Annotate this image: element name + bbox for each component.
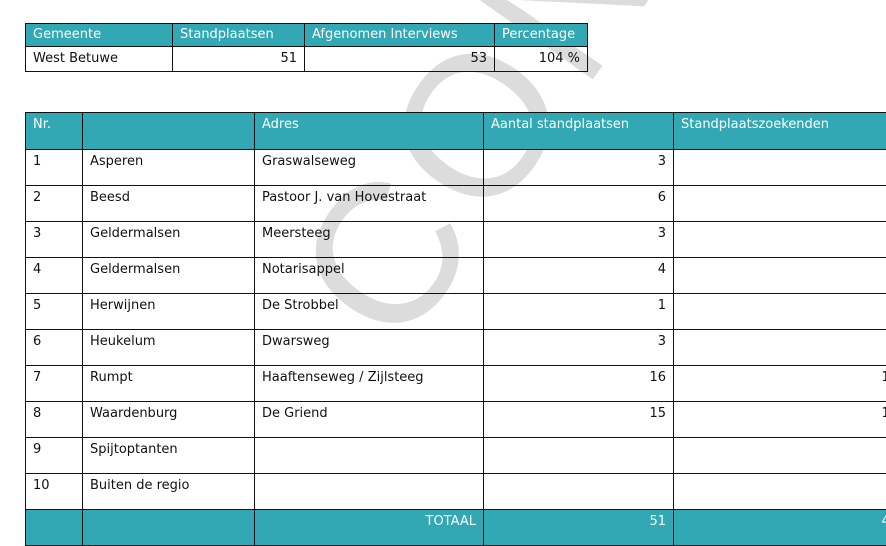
cell-aantal: 15 xyxy=(484,402,674,438)
cell-nr: 6 xyxy=(26,330,83,366)
cell-nr: 8 xyxy=(26,402,83,438)
cell-nr: 5 xyxy=(26,294,83,330)
cell-plaats: Buiten de regio xyxy=(83,474,255,510)
total-empty-2 xyxy=(83,510,255,546)
cell-nr: 1 xyxy=(26,150,83,186)
cell-adres: De Griend xyxy=(255,402,484,438)
cell-zoekenden: 2 xyxy=(674,186,886,222)
cell-zoekenden: 0 xyxy=(674,330,886,366)
cell-aantal: 1 xyxy=(484,294,674,330)
cell-plaats: Herwijnen xyxy=(83,294,255,330)
header-interviews: Afgenomen Interviews xyxy=(305,24,495,47)
header-aantal: Aantal standplaatsen xyxy=(484,113,674,150)
cell-standplaatsen: 51 xyxy=(173,47,305,72)
cell-aantal xyxy=(484,474,674,510)
cell-plaats: Spijtoptanten xyxy=(83,438,255,474)
header-zoekenden: Standplaatszoekenden xyxy=(674,113,886,150)
cell-gemeente: West Betuwe xyxy=(26,47,173,72)
cell-aantal: 6 xyxy=(484,186,674,222)
cell-zoekenden: 6 xyxy=(674,438,886,474)
cell-adres: Notarisappel xyxy=(255,258,484,294)
cell-plaats: Waardenburg xyxy=(83,402,255,438)
cell-plaats: Geldermalsen xyxy=(83,258,255,294)
cell-aantal xyxy=(484,438,674,474)
table-row: 4GeldermalsenNotarisappel40 xyxy=(26,258,886,294)
cell-interviews: 53 xyxy=(305,47,495,72)
locations-table: Nr. Adres Aantal standplaatsen Standplaa… xyxy=(25,112,886,546)
summary-header-row: Gemeente Standplaatsen Afgenomen Intervi… xyxy=(26,24,588,47)
cell-zoekenden: 3 xyxy=(674,150,886,186)
cell-aantal: 3 xyxy=(484,330,674,366)
cell-nr: 3 xyxy=(26,222,83,258)
total-aantal: 51 xyxy=(484,510,674,546)
cell-nr: 2 xyxy=(26,186,83,222)
cell-aantal: 3 xyxy=(484,150,674,186)
table-row: 3GeldermalsenMeersteeg31 xyxy=(26,222,886,258)
cell-nr: 9 xyxy=(26,438,83,474)
cell-plaats: Beesd xyxy=(83,186,255,222)
cell-adres: Pastoor J. van Hovestraat xyxy=(255,186,484,222)
cell-aantal: 3 xyxy=(484,222,674,258)
header-nr: Nr. xyxy=(26,113,83,150)
cell-plaats: Asperen xyxy=(83,150,255,186)
cell-nr: 4 xyxy=(26,258,83,294)
cell-aantal: 4 xyxy=(484,258,674,294)
cell-zoekenden: 0 xyxy=(674,258,886,294)
cell-zoekenden: 12 xyxy=(674,366,886,402)
summary-table: Gemeente Standplaatsen Afgenomen Intervi… xyxy=(25,23,588,72)
cell-adres: Meersteeg xyxy=(255,222,484,258)
summary-row: West Betuwe 51 53 104 % xyxy=(26,47,588,72)
cell-nr: 7 xyxy=(26,366,83,402)
cell-aantal: 16 xyxy=(484,366,674,402)
header-gemeente: Gemeente xyxy=(26,24,173,47)
cell-plaats: Rumpt xyxy=(83,366,255,402)
cell-zoekenden: 2 xyxy=(674,294,886,330)
total-row: TOTAAL 51 42 xyxy=(26,510,886,546)
cell-zoekenden: 1 xyxy=(674,222,886,258)
cell-percentage: 104 % xyxy=(495,47,588,72)
table-row: 6HeukelumDwarsweg30 xyxy=(26,330,886,366)
total-empty-1 xyxy=(26,510,83,546)
header-standplaatsen: Standplaatsen xyxy=(173,24,305,47)
header-plaats xyxy=(83,113,255,150)
cell-adres xyxy=(255,438,484,474)
cell-adres: De Strobbel xyxy=(255,294,484,330)
cell-adres: Dwarsweg xyxy=(255,330,484,366)
cell-adres: Haaftenseweg / Zijlsteeg xyxy=(255,366,484,402)
locations-header-row: Nr. Adres Aantal standplaatsen Standplaa… xyxy=(26,113,886,150)
cell-nr: 10 xyxy=(26,474,83,510)
cell-plaats: Geldermalsen xyxy=(83,222,255,258)
cell-zoekenden: 15 xyxy=(674,402,886,438)
total-zoekenden: 42 xyxy=(674,510,886,546)
cell-plaats: Heukelum xyxy=(83,330,255,366)
table-row: 1AsperenGraswalseweg33 xyxy=(26,150,886,186)
cell-adres xyxy=(255,474,484,510)
cell-zoekenden: 1 xyxy=(674,474,886,510)
header-adres: Adres xyxy=(255,113,484,150)
header-percentage: Percentage xyxy=(495,24,588,47)
cell-adres: Graswalseweg xyxy=(255,150,484,186)
total-label: TOTAAL xyxy=(255,510,484,546)
